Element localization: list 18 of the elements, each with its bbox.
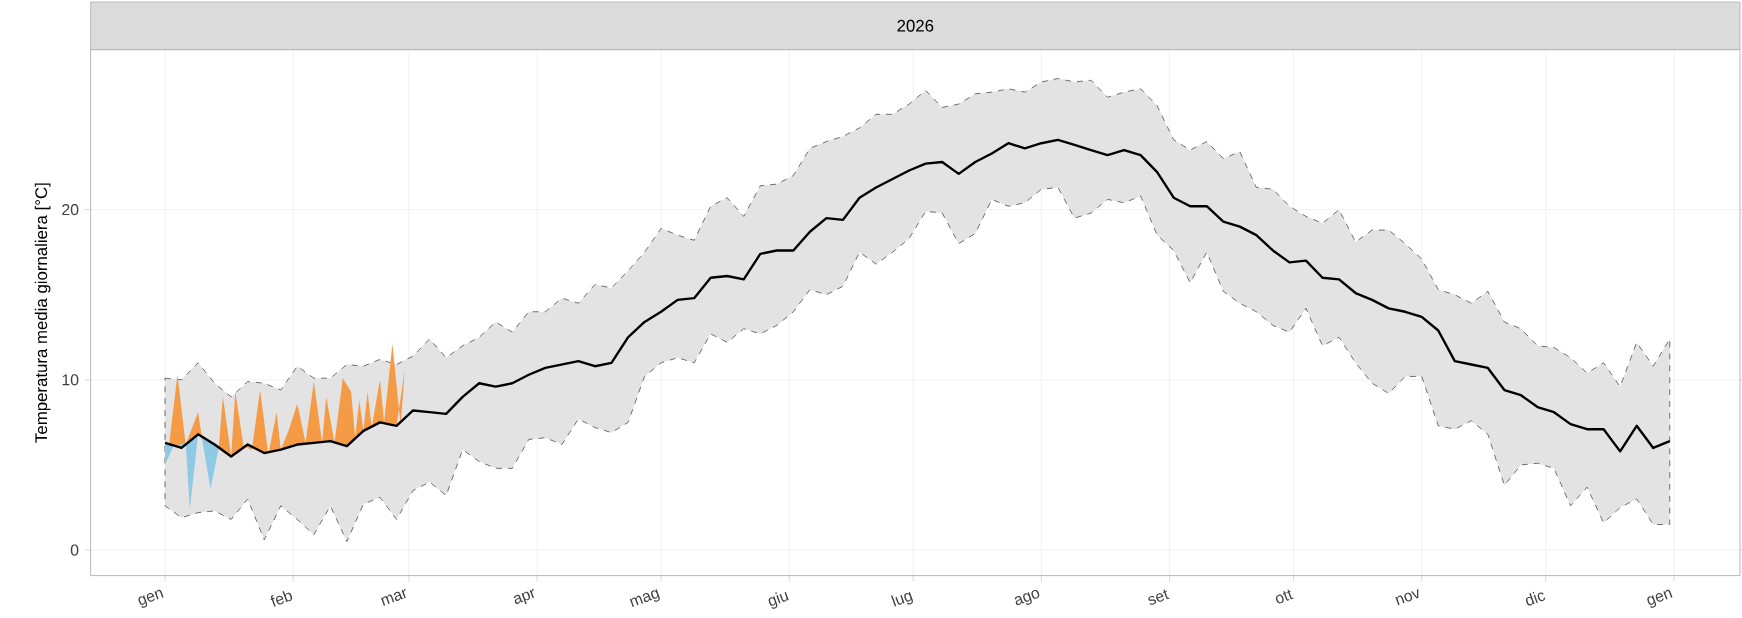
x-tick-label: dic — [1525, 591, 1546, 606]
y-tick-label: 10 — [62, 374, 79, 386]
chart-title: 2026 — [897, 19, 934, 32]
x-tick-label: apr — [513, 588, 534, 605]
x-tick-label: gen — [138, 589, 164, 608]
x-tick-label: gen — [1647, 589, 1673, 608]
x-tick-label: mag — [629, 589, 660, 607]
x-tick-label: mar — [380, 588, 406, 606]
x-tick-label: lug — [891, 591, 913, 607]
y-tick-label: 20 — [62, 203, 79, 216]
x-tick-label: ago — [1014, 589, 1040, 605]
x-tick-label: nov — [1395, 588, 1419, 606]
y-axis-title: Temperatura media giornaliera [°C] — [34, 183, 51, 443]
x-tick-label: feb — [270, 590, 293, 607]
y-tick-label: 0 — [70, 544, 79, 556]
x-tick-label: set — [1148, 589, 1170, 605]
x-tick-label: giu — [768, 591, 789, 609]
x-tick-label: ott — [1275, 589, 1294, 604]
